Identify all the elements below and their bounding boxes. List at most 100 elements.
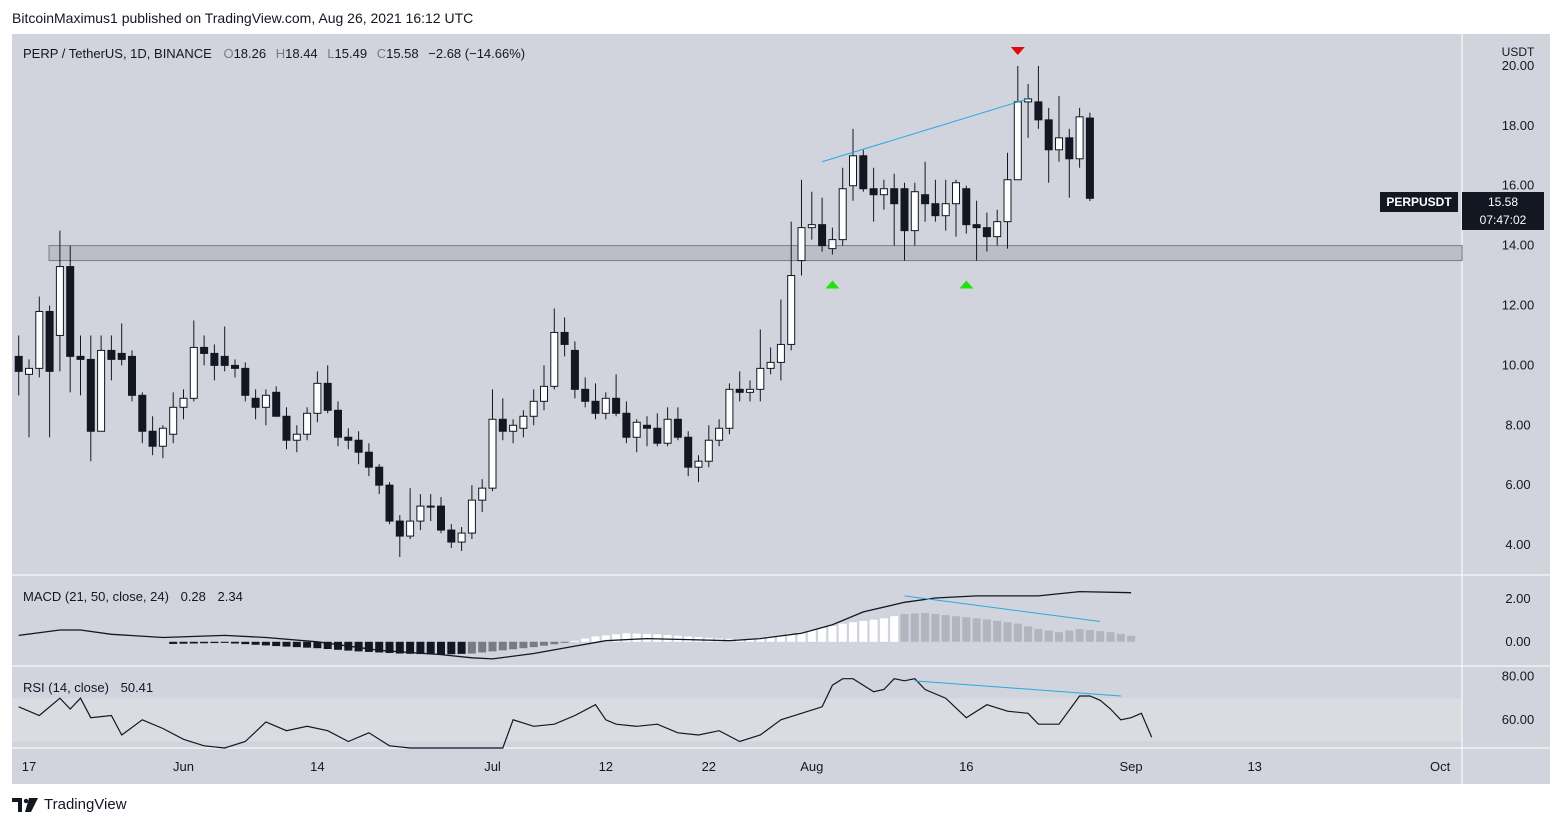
candle-body — [982, 227, 991, 238]
footer-brand[interactable]: TradingView — [12, 796, 127, 813]
candle-body — [725, 388, 734, 429]
candle-body — [581, 388, 590, 402]
candle-body — [457, 532, 466, 543]
macd-histogram-bar — [622, 633, 631, 642]
macd-histogram-bar — [529, 641, 538, 648]
macd-histogram-bar — [766, 636, 775, 642]
macd-value-2: 2.34 — [218, 589, 243, 604]
candle-body — [189, 346, 198, 399]
time-tick-label: Sep — [1120, 759, 1143, 774]
candle-body — [86, 358, 95, 432]
rsi-axis-ticks: 80.00 60.00 — [1502, 669, 1535, 727]
candle-body — [385, 484, 394, 522]
up-arrow-marker — [959, 280, 974, 289]
candle-body — [220, 355, 229, 366]
time-tick-label: 16 — [959, 759, 973, 774]
time-tick-label: 22 — [702, 759, 716, 774]
candle-body — [128, 355, 136, 396]
price-tick-label: 4.00 — [1505, 537, 1530, 552]
macd-histogram-bar — [828, 625, 837, 642]
candle-body — [1013, 101, 1022, 181]
legend-h-label: H — [276, 46, 285, 61]
candle-body — [55, 266, 64, 336]
candle-body — [962, 188, 971, 226]
macd-histogram-bar — [261, 641, 270, 646]
macd-histogram-bar — [1116, 633, 1125, 642]
macd-histogram-bar — [426, 641, 435, 655]
macd-histogram-bar — [478, 641, 487, 653]
candle-body — [704, 439, 713, 462]
macd-histogram-bar — [313, 641, 322, 649]
publisher-line: BitcoinMaximus1 published on TradingView… — [12, 10, 474, 26]
macd-histogram-bar — [746, 639, 754, 642]
candle-body — [478, 487, 487, 501]
price-tick-label: 16.00 — [1502, 178, 1535, 193]
macd-histogram-bar — [890, 616, 899, 642]
candle-body — [807, 224, 816, 229]
candle-body — [591, 400, 600, 414]
macd-histogram-bar — [550, 641, 559, 645]
candle-body — [231, 364, 239, 369]
time-tick-label: Aug — [800, 759, 823, 774]
candle-body — [395, 520, 404, 537]
candle-body — [746, 388, 754, 393]
down-arrow-marker — [1010, 46, 1025, 55]
price-tag[interactable]: PERPUSDT 15.58 07:47:02 — [1380, 192, 1544, 230]
price-tick-label: 10.00 — [1502, 357, 1535, 372]
candle-body — [838, 188, 847, 241]
macd-histogram-bar — [1127, 635, 1136, 642]
legend-symbol-name: PERP / TetherUS, 1D, BINANCE — [23, 46, 212, 61]
macd-histogram-bar — [972, 618, 981, 642]
price-tick-label: 18.00 — [1502, 118, 1535, 133]
candle-body — [519, 415, 528, 429]
macd-histogram-bar — [849, 622, 857, 642]
price-tick-label: 6.00 — [1505, 477, 1530, 492]
candle-body — [158, 427, 167, 447]
candle-body — [179, 397, 188, 408]
chart-frame[interactable]: PERP / TetherUS, 1D, BINANCE O18.26 H18.… — [12, 34, 1550, 784]
candle-body — [1055, 137, 1063, 151]
macd-histogram-bar — [570, 640, 579, 642]
time-tick-label: 13 — [1247, 759, 1261, 774]
price-pane — [12, 34, 1462, 575]
candle-body — [334, 409, 342, 438]
rsi-divergence-line[interactable] — [914, 680, 1121, 697]
candle-body — [890, 188, 899, 205]
macd-histogram-bar — [1075, 628, 1084, 642]
candle-body — [859, 155, 868, 190]
macd-histogram-bar — [941, 615, 950, 642]
macd-histogram-bar — [1044, 630, 1053, 642]
support-zone[interactable] — [48, 245, 1463, 262]
macd-histogram-bar — [632, 633, 641, 642]
resistance-trendline[interactable] — [821, 98, 1029, 163]
macd-histogram-bar — [220, 641, 229, 643]
macd-histogram-bar — [1106, 632, 1115, 642]
candle-body — [766, 361, 775, 369]
macd-histogram-bar — [993, 620, 1002, 642]
macd-histogram-bar — [756, 637, 765, 642]
macd-histogram-bar — [354, 641, 363, 652]
candle-body — [776, 343, 785, 363]
candle-body — [323, 382, 332, 411]
candle-body — [601, 397, 610, 414]
candle-body — [952, 182, 960, 205]
candle-body — [467, 499, 476, 534]
macd-histogram-bar — [1085, 630, 1094, 642]
legend-symbol: PERP / TetherUS, 1D, BINANCE O18.26 H18.… — [23, 46, 525, 61]
candle-body — [849, 155, 857, 187]
macd-histogram-bar — [653, 634, 662, 642]
candle-body — [169, 406, 178, 435]
macd-histogram-bar — [797, 631, 806, 642]
macd-tick-label: 2.00 — [1505, 591, 1530, 606]
candle-body — [900, 188, 909, 232]
candle-body — [797, 227, 806, 262]
macd-divergence-line[interactable] — [904, 595, 1101, 622]
macd-histogram-bar — [1003, 622, 1012, 642]
candle-body — [931, 203, 940, 217]
chart-canvas[interactable]: PERP / TetherUS, 1D, BINANCE O18.26 H18.… — [12, 34, 1550, 784]
macd-histogram-bar — [643, 633, 651, 642]
macd-pane — [12, 575, 1462, 666]
macd-histogram-bar — [869, 619, 878, 642]
time-tick-label: 17 — [22, 759, 36, 774]
candle-body — [869, 188, 878, 196]
